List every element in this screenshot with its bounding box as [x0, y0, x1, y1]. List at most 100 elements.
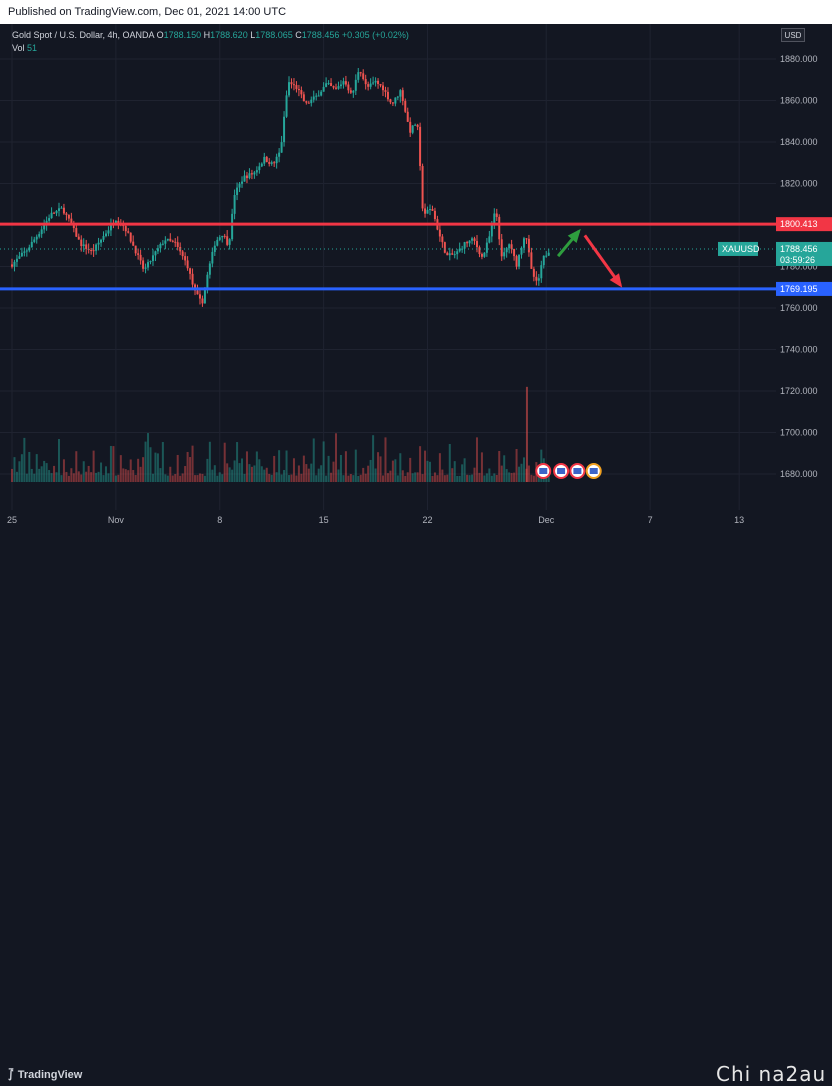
volume-bar: [320, 465, 323, 482]
arrow-up-head: [567, 228, 581, 243]
candle-body: [238, 183, 241, 188]
candle-body: [241, 181, 244, 184]
volume-bar: [278, 450, 281, 482]
volume-bar: [510, 472, 513, 482]
candle-body: [169, 238, 172, 241]
volume-bar: [394, 459, 397, 482]
legend-change: +0.305 (+0.02%): [341, 30, 409, 40]
candle-body: [493, 213, 496, 226]
horizontal-lines[interactable]: XAUUSD: [0, 222, 776, 291]
volume-bar: [362, 467, 365, 482]
level-price-tag[interactable]: [776, 281, 832, 296]
candle-body: [364, 78, 367, 85]
candle-body: [456, 251, 459, 255]
candle-body: [129, 232, 132, 242]
candle-body: [384, 90, 387, 92]
candle-body: [60, 207, 63, 209]
volume-bar: [532, 475, 535, 482]
volume-bar: [505, 469, 508, 482]
candle-body: [280, 142, 283, 153]
volume-bar: [62, 459, 65, 482]
candle-body: [446, 252, 449, 256]
price-chart[interactable]: XAUUSD: [0, 24, 776, 510]
candle-body: [473, 238, 476, 242]
candle-body: [186, 260, 189, 269]
volume-bar: [495, 474, 498, 482]
candle-body: [97, 242, 100, 245]
candle-body: [80, 239, 83, 247]
volume-bar: [416, 472, 419, 482]
legend-high: 1788.620: [210, 30, 248, 40]
volume-bar: [522, 457, 525, 482]
volume-bar: [11, 468, 13, 482]
volume-bar: [352, 475, 355, 482]
candle-body: [399, 90, 402, 97]
candle-body: [15, 258, 18, 262]
volume-bar: [216, 475, 219, 482]
volume-bar: [25, 473, 28, 482]
price-tick-label: 1840.000: [780, 137, 818, 147]
volume-bar: [53, 465, 56, 482]
volume-bar: [357, 475, 360, 482]
level-price-tag[interactable]: [776, 217, 832, 232]
candle-body: [164, 240, 167, 244]
symbol-tag[interactable]: [718, 241, 758, 256]
volume-bar: [488, 468, 491, 482]
volume-bar: [330, 472, 333, 482]
volume-bar: [144, 441, 147, 482]
time-scale[interactable]: 25Nov81522Dec7132: [0, 510, 776, 530]
volume-bar: [300, 473, 303, 482]
volume-bar: [490, 475, 493, 482]
volume-bar: [137, 458, 140, 482]
event-flags[interactable]: [535, 463, 602, 479]
candle-body: [332, 86, 335, 88]
volume-bar: [428, 461, 431, 482]
price-scale[interactable]: 1680.000 1700.000 1720.000 1740.000 1760.000…: [776, 24, 832, 510]
currency-button[interactable]: USD: [781, 28, 805, 42]
candle-body: [404, 100, 407, 112]
volume-bar: [18, 461, 21, 482]
volume-bar: [458, 475, 461, 482]
candle-body: [95, 244, 98, 251]
candle-body: [288, 82, 291, 96]
candle-body: [508, 244, 511, 249]
tradingview-logo[interactable]: ⨛ TradingView: [8, 1068, 82, 1081]
volume-bar: [82, 461, 85, 482]
candle-body: [285, 95, 288, 117]
candle-body: [70, 218, 73, 225]
volume-bar: [189, 457, 192, 482]
event-flag-icon-fill: [589, 468, 598, 474]
volume-bar: [38, 468, 41, 482]
volume-bar: [508, 472, 511, 482]
volume-bar: [171, 475, 174, 482]
volume-bar: [208, 441, 211, 482]
candle-body: [391, 102, 394, 104]
candle-body: [221, 235, 224, 238]
volume-bar: [201, 473, 204, 482]
volume-bar: [411, 473, 414, 482]
volume-bar: [117, 474, 120, 482]
volume-bar: [236, 442, 239, 482]
volume-bar: [374, 468, 377, 482]
volume-bar: [414, 472, 417, 482]
volume-bar: [129, 459, 132, 482]
candle-body: [307, 102, 310, 104]
candle-body: [438, 229, 441, 237]
volume-bar: [213, 465, 216, 482]
volume-bar: [406, 472, 409, 482]
candle-body: [233, 195, 236, 214]
volume-bar: [478, 472, 481, 482]
legend-low: 1788.065: [255, 30, 293, 40]
volume-bar: [40, 466, 43, 482]
candle-body: [292, 84, 295, 86]
last-price-tag[interactable]: [776, 241, 832, 266]
level-price-label: 1800.413: [780, 219, 818, 229]
candle-body: [92, 250, 95, 252]
candle-body: [134, 245, 137, 254]
volume-bar: [386, 473, 389, 482]
volume-bar: [139, 466, 142, 482]
volume-bar: [396, 475, 399, 482]
volume-bar: [399, 453, 402, 482]
volume-bar: [166, 475, 169, 482]
grid: [0, 24, 776, 510]
